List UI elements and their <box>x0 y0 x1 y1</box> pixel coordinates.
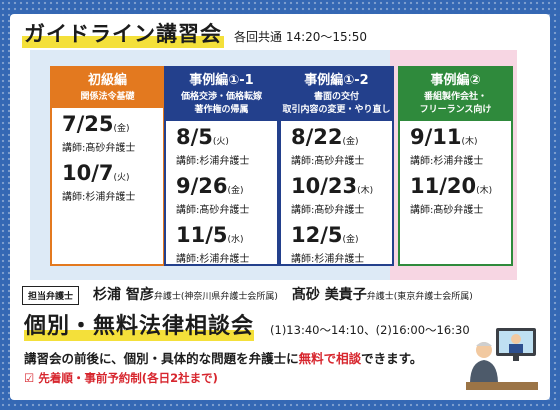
session-entry: 11/5(水) 講師:杉浦弁護士 <box>176 223 277 266</box>
session-entry: 12/5(金) 講師:杉浦弁護士 <box>291 223 392 266</box>
consultation-times: (1)13:40〜14:10、(2)16:00〜16:30 <box>270 323 470 337</box>
session-date-line: 11/5(水) <box>176 223 277 253</box>
session-lecturer: 講師:髙砂弁護士 <box>291 205 365 216</box>
desc-after: できます。 <box>361 351 423 366</box>
session-date: 9/11 <box>410 125 462 149</box>
session-lecturer: 講師:杉浦弁護士 <box>62 192 136 203</box>
session-lecturer: 講師:杉浦弁護士 <box>176 254 250 265</box>
session-lecturer: 講師:杉浦弁護士 <box>291 254 365 265</box>
session-date-line: 8/5(火) <box>176 125 277 155</box>
session-weekday: (木) <box>461 137 478 147</box>
session-weekday: (金) <box>227 186 244 196</box>
session-date: 11/20 <box>410 174 477 198</box>
course-card: 初級編 関係法令基礎 7/25(金) 講師:髙砂弁護士 10/7(火) 講師:杉浦弁護士 <box>50 66 165 266</box>
course-subtitle: 番組製作会社・ フリーランス向け <box>419 92 492 115</box>
session-date: 10/7 <box>62 161 114 185</box>
session-weekday: (金) <box>342 137 359 147</box>
session-date-line: 12/5(金) <box>291 223 392 253</box>
course-card-header: 事例編② 番組製作会社・ フリーランス向け <box>400 68 511 121</box>
session-lecturer: 講師:髙砂弁護士 <box>62 143 136 154</box>
session-weekday: (水) <box>227 235 244 245</box>
session-date-line: 8/22(金) <box>291 125 392 155</box>
guideline-header: ガイドライン講習会 各回共通 14:20〜15:50 <box>22 20 367 48</box>
course-name: 初級編 <box>87 73 127 88</box>
instructors-row: 担当弁護士 杉浦 智彦 弁護士(神奈川県弁護士会所属) 髙砂 美貴子 弁護士(東… <box>22 284 487 305</box>
instructor-name-1: 杉浦 智彦 <box>93 287 154 303</box>
session-date: 10/23 <box>291 174 358 198</box>
course-card: 事例編①-1 価格交渉・価格転嫁 著作権の帰属 8/5(火) 講師:杉浦弁護士 9/26… <box>164 66 279 266</box>
instructor-name-2: 髙砂 美貴子 <box>291 287 367 303</box>
session-entry: 8/5(火) 講師:杉浦弁護士 <box>176 125 277 168</box>
course-card-header: 事例編①-1 価格交渉・価格転嫁 著作権の帰属 <box>166 68 277 121</box>
session-date-line: 9/26(金) <box>176 174 277 204</box>
course-subtitle: 書面の交付 取引内容の変更・やり直し <box>282 92 391 115</box>
consultation-description: 講習会の前後に、個別・具体的な問題を弁護士に無料で相談できます。 <box>24 348 422 367</box>
session-weekday: (火) <box>113 173 130 183</box>
session-date-line: 11/20(木) <box>410 174 511 204</box>
consultation-illustration <box>466 328 538 390</box>
session-weekday: (金) <box>342 235 359 245</box>
session-date-line: 9/11(木) <box>410 125 511 155</box>
consultation-header: 個別・無料法律相談会 (1)13:40〜14:10、(2)16:00〜16:30 <box>24 313 470 341</box>
session-entry: 10/23(木) 講師:髙砂弁護士 <box>291 174 392 217</box>
session-date: 12/5 <box>291 223 343 247</box>
session-weekday: (木) <box>476 186 493 196</box>
course-name: 事例編①-1 <box>189 73 254 88</box>
course-subtitle: 価格交渉・価格転嫁 著作権の帰属 <box>180 92 262 115</box>
consultation-title: 個別・無料法律相談会 <box>24 313 255 341</box>
course-card: 事例編①-2 書面の交付 取引内容の変更・やり直し 8/22(金) 講師:髙砂弁護士 1… <box>279 66 394 266</box>
session-date-line: 7/25(金) <box>62 112 163 142</box>
session-lecturer: 講師:髙砂弁護士 <box>291 156 365 167</box>
guideline-time: 各回共通 14:20〜15:50 <box>234 30 367 44</box>
desk <box>466 382 538 390</box>
course-name: 事例編② <box>430 73 481 88</box>
session-lecturer: 講師:髙砂弁護士 <box>410 205 484 216</box>
desc-before: 講習会の前後に、個別・具体的な問題を弁護士に <box>24 351 299 366</box>
session-entry: 9/11(木) 講師:杉浦弁護士 <box>410 125 511 168</box>
course-subtitle: 関係法令基礎 <box>80 92 135 102</box>
course-name: 事例編①-2 <box>304 73 369 88</box>
session-entry: 9/26(金) 講師:髙砂弁護士 <box>176 174 277 217</box>
course-card-header: 事例編①-2 書面の交付 取引内容の変更・やり直し <box>281 68 392 121</box>
course-card: 事例編② 番組製作会社・ フリーランス向け 9/11(木) 講師:杉浦弁護士 11/20… <box>398 66 513 266</box>
instructor-role-1: 弁護士(神奈川県弁護士会所属) <box>153 292 278 302</box>
session-entry: 11/20(木) 講師:髙砂弁護士 <box>410 174 511 217</box>
session-date: 11/5 <box>176 223 228 247</box>
session-lecturer: 講師:髙砂弁護士 <box>176 205 250 216</box>
desc-highlight: 無料で相談 <box>298 351 362 366</box>
session-date: 7/25 <box>62 112 114 136</box>
course-card-header: 初級編 関係法令基礎 <box>52 68 163 108</box>
session-entry: 7/25(金) 講師:髙砂弁護士 <box>62 112 163 155</box>
session-weekday: (火) <box>212 137 229 147</box>
session-lecturer: 講師:杉浦弁護士 <box>410 156 484 167</box>
session-date-line: 10/7(火) <box>62 161 163 191</box>
consultation-note: ☑ 先着順・事前予約制(各日2社まで) <box>24 371 218 385</box>
instructor-role-2: 弁護士(東京弁護士会所属) <box>366 292 473 302</box>
session-date: 9/26 <box>176 174 228 198</box>
guideline-title: ガイドライン講習会 <box>22 20 224 48</box>
session-weekday: (木) <box>357 186 374 196</box>
session-weekday: (金) <box>113 124 130 134</box>
session-date-line: 10/23(木) <box>291 174 392 204</box>
session-date: 8/5 <box>176 125 213 149</box>
instructor-badge: 担当弁護士 <box>22 286 80 305</box>
session-entry: 8/22(金) 講師:髙砂弁護士 <box>291 125 392 168</box>
session-date: 8/22 <box>291 125 343 149</box>
session-lecturer: 講師:杉浦弁護士 <box>176 156 250 167</box>
session-entry: 10/7(火) 講師:杉浦弁護士 <box>62 161 163 204</box>
